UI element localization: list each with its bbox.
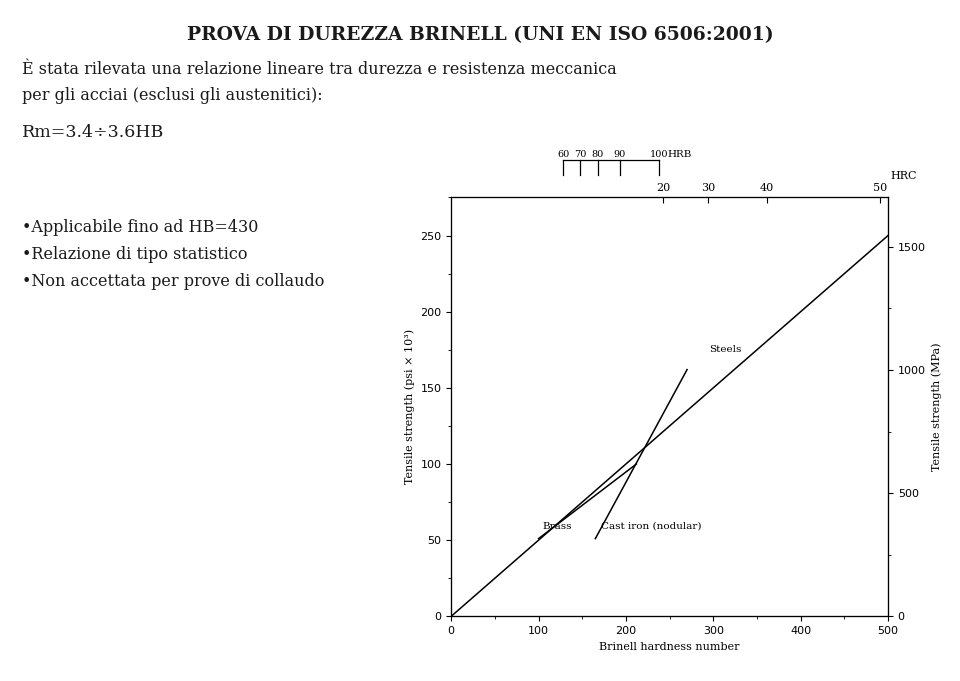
Text: •Relazione di tipo statistico: •Relazione di tipo statistico (22, 246, 248, 263)
Text: 70: 70 (574, 150, 587, 159)
Text: 60: 60 (557, 150, 569, 159)
Text: per gli acciai (esclusi gli austenitici):: per gli acciai (esclusi gli austenitici)… (22, 87, 323, 104)
Y-axis label: Tensile strength (MPa): Tensile strength (MPa) (931, 343, 942, 471)
Text: Cast iron (nodular): Cast iron (nodular) (602, 522, 702, 531)
Y-axis label: Tensile strength (psi × 10³): Tensile strength (psi × 10³) (404, 330, 415, 484)
X-axis label: Brinell hardness number: Brinell hardness number (599, 642, 740, 652)
Text: PROVA DI DUREZZA BRINELL (UNI EN ISO 6506:2001): PROVA DI DUREZZA BRINELL (UNI EN ISO 650… (186, 26, 774, 44)
Text: HRC: HRC (890, 171, 917, 180)
Text: Rm=3.4÷3.6HB: Rm=3.4÷3.6HB (22, 124, 164, 141)
Text: 90: 90 (613, 150, 626, 159)
Text: •Applicabile fino ad HB=430: •Applicabile fino ad HB=430 (22, 219, 258, 236)
Text: Steels: Steels (708, 345, 741, 354)
Text: È stata rilevata una relazione lineare tra durezza e resistenza meccanica: È stata rilevata una relazione lineare t… (22, 61, 616, 78)
Text: 80: 80 (591, 150, 604, 159)
Text: •Non accettata per prove di collaudo: •Non accettata per prove di collaudo (22, 273, 324, 290)
Text: HRB: HRB (668, 150, 692, 159)
Text: Brass: Brass (543, 522, 572, 531)
Text: 100: 100 (650, 150, 668, 159)
